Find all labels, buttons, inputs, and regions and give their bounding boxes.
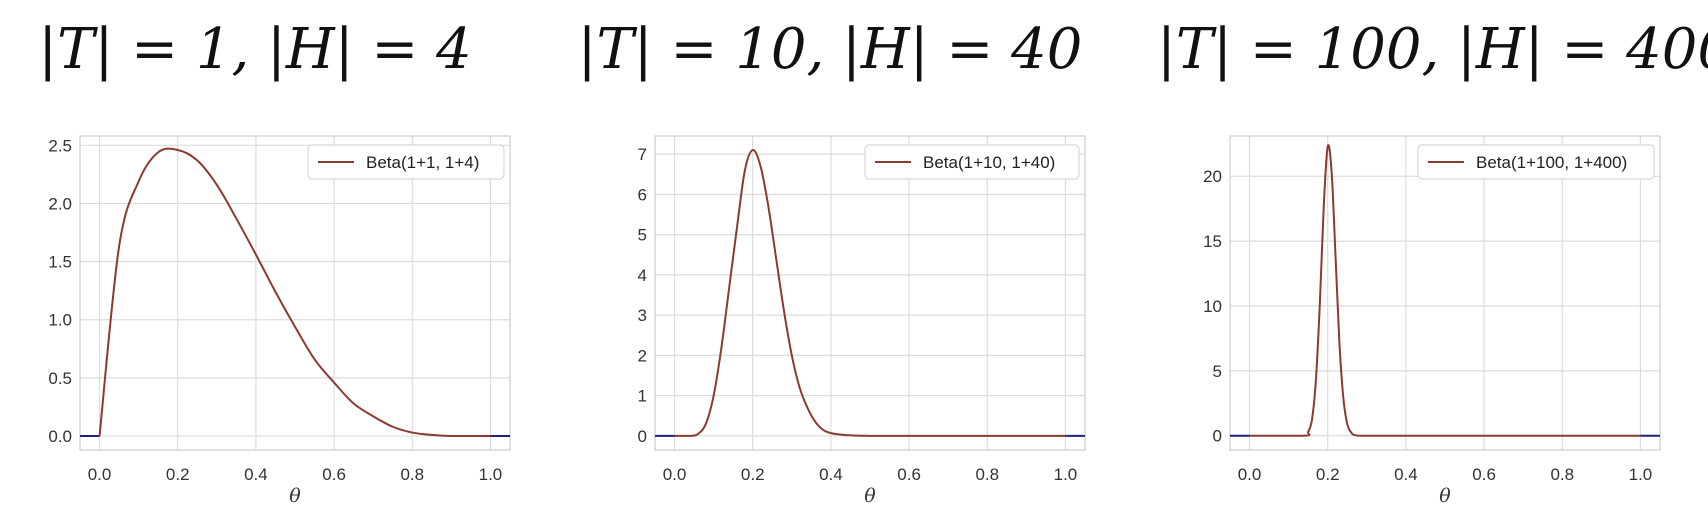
y-tick-label: 1.0 <box>48 311 72 330</box>
plot-frame <box>79 135 511 451</box>
x-tick-label: 0.0 <box>1238 465 1262 484</box>
legend-label: Beta(1+1, 1+4) <box>366 153 479 172</box>
x-tick-label: 1.0 <box>1629 465 1653 484</box>
legend: Beta(1+10, 1+40) <box>864 144 1080 180</box>
y-tick-label: 2.0 <box>48 194 72 213</box>
y-tick-label: 0.0 <box>48 427 72 446</box>
y-tick-label: 1.5 <box>48 253 72 272</box>
y-tick-label: 20 <box>1203 167 1222 186</box>
panel-title: |T| = 100, |H| = 400 <box>1157 17 1708 82</box>
x-axis-label: θ <box>1439 485 1451 507</box>
plot-frame <box>1229 135 1661 451</box>
series-line <box>1249 144 1641 437</box>
y-tick-label: 5 <box>1213 362 1222 381</box>
x-tick-label: 1.0 <box>1054 465 1078 484</box>
x-tick-label: 0.4 <box>244 465 268 484</box>
x-tick-label: 0.6 <box>1472 465 1496 484</box>
x-tick-label: 0.8 <box>1550 465 1574 484</box>
panel-title: |T| = 1, |H| = 4 <box>38 17 472 82</box>
chart-panel-2: |T| = 10, |H| = 40 0.0 0.2 0.4 0.6 0.8 1.0 0 1 2 3… <box>578 17 1086 507</box>
y-tick-label: 0.5 <box>48 369 72 388</box>
x-axis-label: θ <box>864 485 876 507</box>
legend-label: Beta(1+100, 1+400) <box>1476 153 1627 172</box>
y-tick-label: 0 <box>1213 427 1222 446</box>
x-tick-label: 0.2 <box>166 465 190 484</box>
x-tick-label: 0.0 <box>88 465 112 484</box>
y-tick-label: 2 <box>638 346 647 365</box>
x-tick-label: 0.6 <box>897 465 921 484</box>
y-tick-label: 7 <box>638 145 647 164</box>
y-tick-label: 4 <box>638 266 647 285</box>
x-tick-label: 0.4 <box>819 465 843 484</box>
x-tick-label: 0.0 <box>663 465 687 484</box>
series-line <box>98 147 491 438</box>
y-tick-label: 15 <box>1203 232 1222 251</box>
y-tick-label: 3 <box>638 306 647 325</box>
chart-panel-3: |T| = 100, |H| = 400 0.0 0.2 0.4 0.6 0.8 1.0 0 5… <box>1157 17 1708 507</box>
legend-label: Beta(1+10, 1+40) <box>923 153 1055 172</box>
series-line <box>674 149 1066 437</box>
y-tick-label: 0 <box>638 427 647 446</box>
legend-box <box>1417 144 1655 180</box>
x-tick-label: 0.2 <box>1316 465 1340 484</box>
y-tick-label: 5 <box>638 226 647 245</box>
y-tick-label: 2.5 <box>48 136 72 155</box>
x-axis-label: θ <box>289 485 301 507</box>
x-tick-label: 0.2 <box>741 465 765 484</box>
y-tick-label: 6 <box>638 185 647 204</box>
x-tick-label: 0.8 <box>975 465 999 484</box>
x-tick-label: 0.6 <box>322 465 346 484</box>
chart-panel-1: |T| = 1, |H| = 4 0.0 0.2 0.4 0.6 0.8 1.0 0.0 0.5… <box>38 17 511 507</box>
y-tick-label: 10 <box>1203 297 1222 316</box>
x-tick-label: 0.8 <box>400 465 424 484</box>
y-tick-label: 1 <box>638 387 647 406</box>
panel-title: |T| = 10, |H| = 40 <box>578 17 1083 82</box>
legend: Beta(1+1, 1+4) <box>307 144 505 180</box>
plot-frame <box>654 135 1086 451</box>
legend-box <box>307 144 505 180</box>
x-tick-label: 1.0 <box>479 465 503 484</box>
legend: Beta(1+100, 1+400) <box>1417 144 1655 180</box>
legend-box <box>864 144 1080 180</box>
x-tick-label: 0.4 <box>1394 465 1418 484</box>
